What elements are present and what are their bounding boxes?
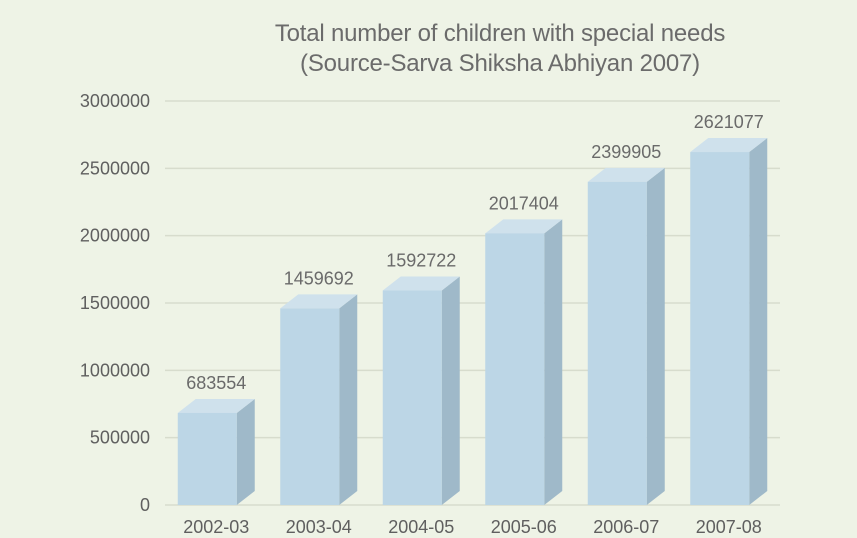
bar [690,152,750,505]
bar-top [587,167,665,182]
chart-subtitle: (Source-Sarva Shiksha Abhiyan 2007) [300,50,700,77]
bar-side [441,276,460,505]
bar-top [382,276,460,291]
bar-side [339,294,358,505]
bar [280,308,340,505]
bar [382,290,442,505]
bar-side [236,398,255,505]
bar [177,412,237,505]
y-tick-label: 0 [140,495,150,515]
y-tick-label: 1500000 [80,293,150,313]
x-tick-label: 2006-07 [593,517,659,537]
bar-top [485,219,563,234]
bar-top [690,138,768,153]
y-tick-label: 1000000 [80,360,150,380]
bar-top [280,294,358,309]
data-label: 1592722 [386,251,456,271]
bar-side [544,219,563,505]
data-label: 2399905 [591,142,661,162]
y-tick-label: 3000000 [80,91,150,111]
x-tick-label: 2004-05 [388,517,454,537]
data-label: 2621077 [694,112,764,132]
x-tick-label: 2003-04 [286,517,352,537]
x-tick-label: 2005-06 [491,517,557,537]
x-tick-label: 2002-03 [183,517,249,537]
bar-side [646,167,665,505]
data-label: 1459692 [284,268,354,288]
data-label: 2017404 [489,193,559,213]
x-tick-label: 2007-08 [696,517,762,537]
y-tick-label: 2500000 [80,158,150,178]
y-tick-label: 500000 [90,428,150,448]
bar-top [177,398,255,413]
y-tick-label: 2000000 [80,226,150,246]
chart-title: Total number of children with special ne… [274,20,726,47]
bar [485,233,545,505]
bar [587,181,647,505]
data-label: 683554 [186,373,246,393]
bar-side [749,138,768,505]
